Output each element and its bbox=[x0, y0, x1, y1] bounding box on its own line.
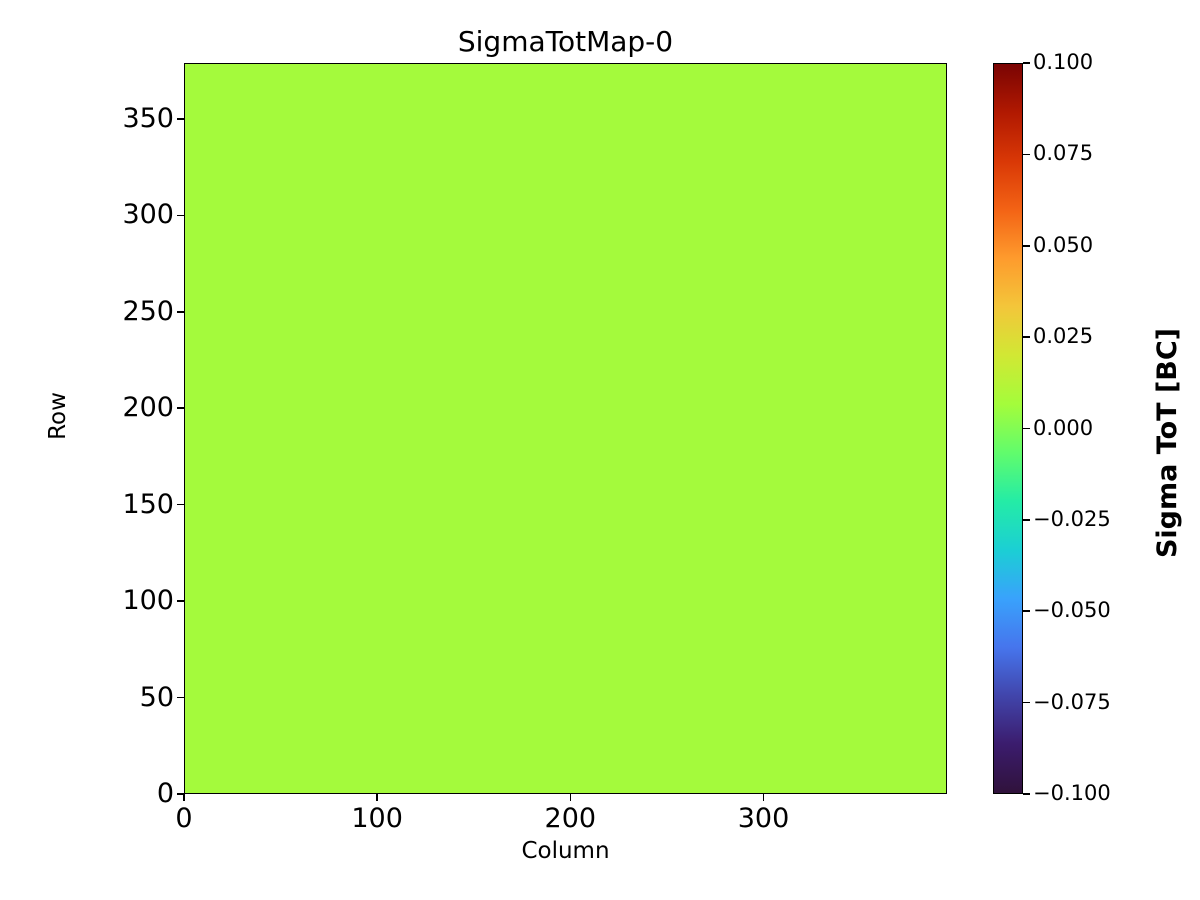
colorbar-tick-label: −0.050 bbox=[1033, 598, 1111, 623]
x-tick-label: 300 bbox=[737, 803, 790, 834]
x-tick-label: 100 bbox=[351, 803, 403, 834]
colorbar-tick-mark bbox=[1023, 793, 1030, 795]
y-tick-mark bbox=[177, 696, 184, 699]
x-tick-mark bbox=[762, 794, 765, 801]
colorbar-tick-mark bbox=[1023, 610, 1030, 613]
y-tick-mark bbox=[177, 600, 184, 602]
colorbar-tick-label: 0.100 bbox=[1033, 50, 1094, 74]
colorbar-tick-label: −0.100 bbox=[1033, 781, 1111, 805]
x-tick-mark bbox=[569, 794, 572, 801]
colorbar-tick-mark bbox=[1023, 336, 1030, 338]
y-tick-mark bbox=[177, 407, 184, 410]
y-tick-label: 150 bbox=[122, 488, 174, 520]
colorbar-tick-mark bbox=[1023, 153, 1030, 156]
colorbar-gradient bbox=[994, 64, 1022, 793]
x-axis-label: Column bbox=[521, 838, 610, 864]
y-tick-mark bbox=[177, 118, 184, 120]
y-tick-label: 0 bbox=[156, 778, 174, 809]
colorbar-tick-mark bbox=[1023, 701, 1030, 704]
x-tick-mark bbox=[376, 794, 378, 801]
y-tick-label: 200 bbox=[122, 392, 174, 424]
y-tick-mark bbox=[177, 214, 184, 217]
colorbar-tick-label: −0.075 bbox=[1033, 689, 1111, 714]
y-axis-label: Row bbox=[45, 392, 71, 440]
x-tick-mark bbox=[183, 794, 185, 801]
colorbar-tick-mark bbox=[1023, 244, 1030, 247]
y-tick-mark bbox=[177, 793, 184, 795]
colorbar-tick-label: −0.025 bbox=[1033, 506, 1111, 531]
colorbar-tick-mark bbox=[1023, 62, 1030, 64]
colorbar-tick-label: 0.000 bbox=[1033, 415, 1094, 440]
heatmap-axes bbox=[184, 63, 947, 794]
x-tick-label: 0 bbox=[175, 803, 193, 834]
colorbar bbox=[993, 63, 1023, 794]
y-tick-label: 50 bbox=[139, 681, 174, 713]
colorbar-tick-mark bbox=[1023, 427, 1030, 430]
colorbar-tick-label: 0.025 bbox=[1033, 324, 1094, 349]
y-tick-label: 250 bbox=[122, 295, 174, 327]
y-tick-mark bbox=[177, 503, 184, 506]
colorbar-tick-mark bbox=[1023, 519, 1030, 521]
y-tick-label: 100 bbox=[122, 585, 174, 617]
colorbar-tick-label: 0.050 bbox=[1033, 232, 1094, 257]
y-tick-label: 300 bbox=[122, 199, 174, 231]
heatmap-image bbox=[185, 64, 946, 793]
x-tick-label: 200 bbox=[544, 803, 597, 834]
colorbar-label: Sigma ToT [BC] bbox=[1152, 327, 1183, 559]
colorbar-tick-label: 0.075 bbox=[1033, 141, 1094, 166]
y-tick-label: 350 bbox=[122, 102, 174, 134]
y-tick-mark bbox=[177, 311, 184, 313]
chart-title: SigmaTotMap-0 bbox=[457, 25, 674, 58]
